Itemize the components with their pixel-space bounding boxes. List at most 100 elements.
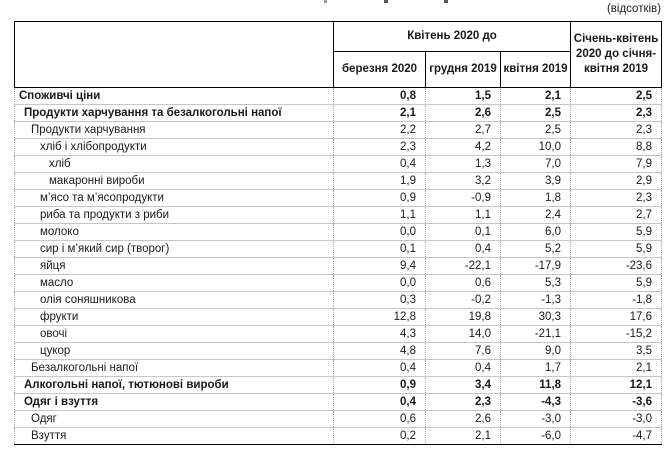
row-label: масло	[14, 274, 334, 292]
table-row: овочі 4,3 14,0 -21,1 -15,2	[14, 325, 663, 343]
row-value: -1,8	[570, 291, 663, 309]
row-value: -4,7	[570, 427, 663, 445]
row-value: 7,6	[425, 342, 501, 360]
row-value: 1,1	[333, 206, 426, 224]
row-value: 3,4	[425, 376, 501, 394]
row-value: 8,8	[570, 138, 663, 156]
table-body: Споживчі ціни 0,8 1,5 2,1 2,5 Продукти харчув…	[14, 87, 663, 445]
row-value: 0,9	[333, 189, 426, 207]
row-value: 2,3	[570, 189, 663, 207]
header-group-label: Квітень 2020 до	[332, 21, 572, 52]
header-col-march-2020: березня 2020	[333, 51, 426, 88]
row-value: 2,3	[333, 138, 426, 156]
row-label: олія соняшникова	[14, 291, 334, 309]
row-value: 5,9	[570, 223, 663, 241]
row-value: -15,2	[570, 325, 663, 343]
row-value: 0,9	[333, 376, 426, 394]
row-value: 0,4	[333, 359, 426, 377]
row-value: 0,6	[333, 410, 426, 428]
consumer-prices-table: Квітень 2020 до Січень-квітень 2020 до с…	[14, 21, 663, 445]
row-label: Споживчі ціни	[14, 87, 334, 105]
row-value: 2,3	[425, 393, 501, 411]
row-value: -3,0	[499, 410, 572, 428]
row-value: 0,4	[425, 240, 501, 258]
table-row: макаронні вироби 1,9 3,2 3,9 2,9	[14, 172, 663, 190]
row-value: 3,2	[425, 172, 501, 190]
row-value: 0,3	[333, 291, 426, 309]
table-row: Безалкогольні напої 0,4 0,4 1,7 2,1	[14, 359, 663, 377]
table-row: молоко 0,0 0,1 6,0 5,9	[14, 223, 663, 241]
cropped-title-artifact	[384, 0, 388, 3]
table-header: Квітень 2020 до Січень-квітень 2020 до с…	[14, 21, 663, 88]
table-row: цукор 4,8 7,6 9,0 3,5	[14, 342, 663, 360]
row-value: 5,9	[570, 274, 663, 292]
row-value: 2,6	[425, 104, 501, 122]
row-value: 1,3	[425, 155, 501, 173]
row-value: 6,0	[499, 223, 572, 241]
row-value: 9,4	[333, 257, 426, 275]
table-row: Взуття 0,2 2,1 -6,0 -4,7	[14, 427, 663, 445]
row-value: 0,0	[333, 223, 426, 241]
row-value: -1,3	[499, 291, 572, 309]
row-value: 1,9	[333, 172, 426, 190]
row-label: цукор	[14, 342, 334, 360]
row-value: 0,4	[425, 359, 501, 377]
row-value: 0,1	[425, 223, 501, 241]
table-row: Одяг 0,6 2,6 -3,0 -3,0	[14, 410, 663, 428]
row-label: Алкогольні напої, тютюнові вироби	[14, 376, 334, 394]
table-row: сир і м’який сир (творог) 0,1 0,4 5,2 5,9	[14, 240, 663, 258]
row-value: 2,6	[425, 410, 501, 428]
row-label: Продукти харчування та безалкогольні нап…	[14, 104, 334, 122]
table-row: олія соняшникова 0,3 -0,2 -1,3 -1,8	[14, 291, 663, 309]
row-label: Продукти харчування	[14, 121, 334, 139]
header-col-april-2019: квітня 2019	[499, 51, 572, 88]
row-value: 5,9	[570, 240, 663, 258]
table-row: хліб і хлібопродукти 2,3 4,2 10,0 8,8	[14, 138, 663, 156]
row-value: 12,8	[333, 308, 426, 326]
row-label: молоко	[14, 223, 334, 241]
row-value: 4,2	[425, 138, 501, 156]
row-value: 17,6	[570, 308, 663, 326]
table-row: хліб 0,4 1,3 7,0 7,9	[14, 155, 663, 173]
row-value: 0,4	[333, 155, 426, 173]
row-value: 10,0	[499, 138, 572, 156]
row-value: -22,1	[425, 257, 501, 275]
table-row: Алкогольні напої, тютюнові вироби 0,9 3,4 1…	[14, 376, 663, 394]
header-col-december-2019: грудня 2019	[425, 51, 501, 88]
row-label: Безалкогольні напої	[14, 359, 334, 377]
subheader-row: березня 2020 грудня 2019 квітня 2019	[15, 51, 662, 88]
row-value: 1,5	[425, 87, 501, 105]
row-label: овочі	[14, 325, 334, 343]
row-value: 3,5	[570, 342, 663, 360]
row-label: хліб і хлібопродукти	[14, 138, 334, 156]
row-value: 2,1	[425, 427, 501, 445]
cropped-title-artifact	[324, 0, 327, 3]
row-value: -0,9	[425, 189, 501, 207]
row-value: 2,7	[425, 121, 501, 139]
table-row: м’ясо та м’ясопродукти 0,9 -0,9 1,8 2,3	[14, 189, 663, 207]
row-value: 0,0	[333, 274, 426, 292]
row-value: 4,8	[333, 342, 426, 360]
row-value: 2,9	[570, 172, 663, 190]
table-row: Споживчі ціни 0,8 1,5 2,1 2,5	[14, 87, 663, 105]
row-value: 5,3	[499, 274, 572, 292]
row-value: -4,3	[499, 393, 572, 411]
row-value: 7,9	[570, 155, 663, 173]
row-value: -23,6	[570, 257, 663, 275]
row-value: 0,4	[333, 393, 426, 411]
row-label: Взуття	[14, 427, 334, 445]
row-value: 9,0	[499, 342, 572, 360]
table-row: Продукти харчування та безалкогольні нап…	[14, 104, 663, 122]
row-value: 7,0	[499, 155, 572, 173]
row-value: 5,2	[499, 240, 572, 258]
row-value: 14,0	[425, 325, 501, 343]
row-label: макаронні вироби	[14, 172, 334, 190]
row-value: 0,6	[425, 274, 501, 292]
row-value: 0,1	[333, 240, 426, 258]
row-label: яйця	[14, 257, 334, 275]
row-value: 2,3	[570, 104, 663, 122]
row-value: 2,4	[499, 206, 572, 224]
row-value: -3,6	[570, 393, 663, 411]
row-value: 30,3	[499, 308, 572, 326]
